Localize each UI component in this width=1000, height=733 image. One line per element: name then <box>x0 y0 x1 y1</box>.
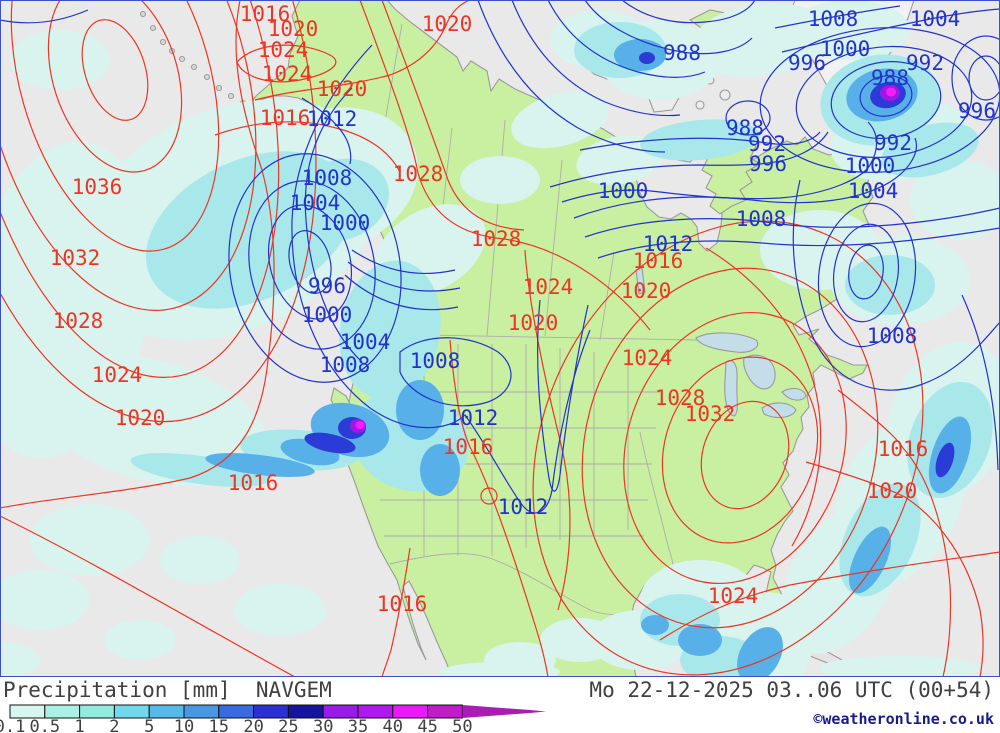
isobar-label: 1012 <box>448 406 499 430</box>
isobar-label: 1028 <box>655 386 706 410</box>
isobar-label: 1016 <box>228 471 279 495</box>
isobar-label: 1020 <box>115 406 166 430</box>
lake-ontario <box>781 387 807 401</box>
lakes-layer <box>635 267 807 419</box>
lake-superior <box>695 332 759 353</box>
legend-tick: 2 <box>109 717 119 733</box>
isobar-label: 1016 <box>377 592 428 616</box>
isobar-label: 1008 <box>302 166 353 190</box>
legend-tick: 25 <box>278 717 298 733</box>
isobar-label: 988 <box>871 66 909 90</box>
legend-tick: 1 <box>74 717 84 733</box>
isobar-label: 1008 <box>320 353 371 377</box>
isobar-label: 1028 <box>393 162 444 186</box>
legend-tick: 20 <box>243 717 263 733</box>
isobar-label: 1012 <box>498 495 549 519</box>
isobar-label: 1000 <box>820 37 871 61</box>
isobar-label: 1024 <box>258 38 309 62</box>
isobar-label: 1016 <box>240 2 291 26</box>
isobar-label: 1008 <box>410 349 461 373</box>
isobar-label: 1008 <box>808 7 859 31</box>
legend-tick: 0.1 <box>0 717 25 733</box>
param-label: Precipitation <box>3 678 168 702</box>
isobar-label: 1024 <box>708 584 759 608</box>
isobar-label: 996 <box>749 152 787 176</box>
legend-tick: 40 <box>383 717 403 733</box>
isobar-label: 988 <box>726 116 764 140</box>
legend-tick: 5 <box>144 717 154 733</box>
legend-tick: 0.5 <box>29 717 60 733</box>
isobar-label: 1032 <box>50 246 101 270</box>
isobar-label: 1004 <box>848 179 899 203</box>
isobar-label: 1024 <box>523 275 574 299</box>
isobar-label: 1004 <box>910 7 961 31</box>
isobar-label: 1020 <box>508 311 559 335</box>
isobar-label: 1020 <box>867 479 918 503</box>
isobar-label: 996 <box>788 51 826 75</box>
weather-map: 1016 1020 1024 1024 1020 1020 1016 1036 1032 1028… <box>0 0 1000 677</box>
legend-tick: 15 <box>209 717 229 733</box>
valid-time: Mo 22-12-2025 03..06 UTC (00+54) <box>589 678 994 702</box>
lake-michigan <box>724 360 738 417</box>
isobar-label: 1032 <box>685 402 736 426</box>
legend-tick: 35 <box>348 717 368 733</box>
copyright: ©weatheronline.co.uk <box>813 710 994 728</box>
isobar-label: 1020 <box>621 279 672 303</box>
legend-tick: 10 <box>174 717 194 733</box>
map-footer: Precipitation [mm] NAVGEM Mo 22-12-2025 … <box>0 677 1000 733</box>
isobar-label: 1008 <box>867 324 918 348</box>
isobar-label: 1024 <box>622 346 673 370</box>
isobar-label: 1028 <box>471 227 522 251</box>
isobar-label: 988 <box>663 41 701 65</box>
isobar-label: 1024 <box>92 363 143 387</box>
isobar-label: 1016 <box>633 249 684 273</box>
isobar-label: 1016 <box>878 437 929 461</box>
isobar-label: 1000 <box>320 211 371 235</box>
isobar-label: 1012 <box>643 232 694 256</box>
lake-winnipeg <box>635 267 646 295</box>
legend-overflow-arrow <box>462 705 546 718</box>
isobar-label: 1020 <box>317 77 368 101</box>
legend-title: Precipitation [mm] NAVGEM <box>3 678 332 702</box>
isobar-label: 1036 <box>72 175 123 199</box>
isobar-label: 992 <box>874 131 912 155</box>
legend-tick: 50 <box>452 717 472 733</box>
isobar-label: 1020 <box>422 12 473 36</box>
isobar-labels: 1016102010241024102010201016103610321028… <box>50 2 996 616</box>
isobar-label: 1004 <box>290 191 341 215</box>
isobar-label: 996 <box>958 99 996 123</box>
lake-huron <box>743 354 776 390</box>
isobar-label: 996 <box>308 274 346 298</box>
isobar-label: 1000 <box>598 179 649 203</box>
isobar-label: 1004 <box>340 330 391 354</box>
legend-tick: 30 <box>313 717 333 733</box>
isobar-label: 1016 <box>443 435 494 459</box>
isobar-label: 992 <box>748 132 786 156</box>
isobar-label: 1028 <box>53 309 104 333</box>
model-name: NAVGEM <box>255 678 332 702</box>
isobar-label: 1016 <box>260 106 311 130</box>
isobar-label: 1012 <box>307 107 358 131</box>
isobar-label: 1000 <box>302 303 353 327</box>
isobar-layer-red <box>0 0 1000 677</box>
isobar-label: 1008 <box>736 207 787 231</box>
isobar-label: 1020 <box>268 17 319 41</box>
legend-tick: 45 <box>417 717 437 733</box>
isobar-label: 1024 <box>262 62 313 86</box>
isobar-label: 992 <box>906 51 944 75</box>
isobar-label: 1000 <box>845 154 896 178</box>
param-unit: [mm] <box>180 678 231 702</box>
